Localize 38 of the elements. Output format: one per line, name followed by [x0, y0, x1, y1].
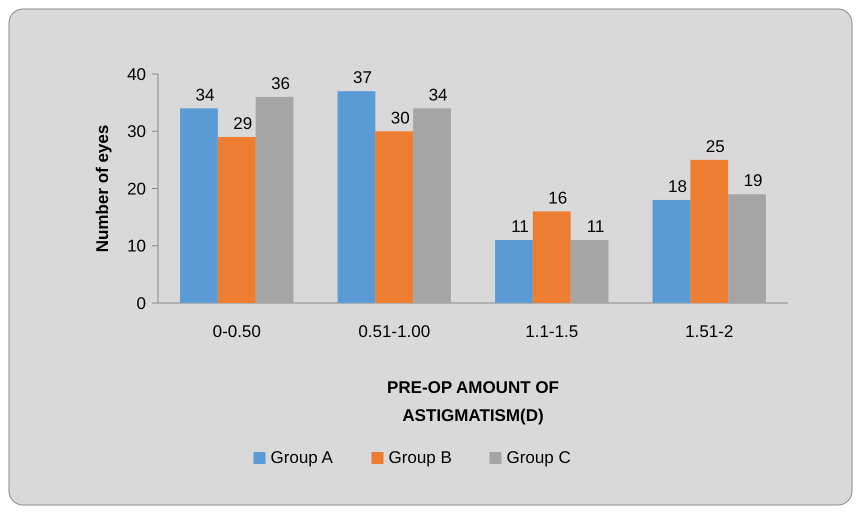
y-tick-label: 20 [127, 179, 146, 198]
bar [690, 160, 728, 303]
bar [728, 194, 766, 303]
data-label: 34 [428, 85, 448, 104]
y-tick-label: 0 [136, 294, 146, 313]
bar [180, 108, 218, 303]
data-label: 29 [233, 114, 252, 133]
bar [570, 240, 608, 303]
bar [413, 108, 451, 303]
bar [218, 136, 256, 303]
x-axis-title: PRE-OP AMOUNT OF ASTIGMATISM(D) [387, 378, 559, 425]
x-tick-label: 1.1-1.5 [525, 322, 578, 341]
data-label: 34 [195, 85, 214, 104]
y-axis-title: Number of eyes [93, 124, 112, 252]
x-tick-label: 1.51-2 [685, 322, 734, 341]
bar [652, 200, 690, 303]
bar [256, 96, 294, 303]
data-label: 30 [390, 108, 410, 128]
legend-label: Group C [506, 448, 571, 467]
data-label: 11 [586, 217, 604, 236]
data-label: 19 [744, 171, 763, 190]
legend-label: Group B [388, 448, 452, 467]
x-tick-label: 0-0.50 [212, 322, 261, 341]
bar [495, 240, 533, 303]
y-tick-label: 40 [127, 64, 146, 84]
data-label: 11 [511, 217, 529, 236]
x-tick-label: 0.51-1.00 [358, 322, 430, 341]
data-label: 18 [668, 176, 687, 196]
bar [532, 211, 571, 303]
data-label: 37 [352, 68, 372, 88]
bar [375, 131, 414, 303]
data-label: 16 [548, 188, 568, 208]
data-label: 36 [271, 74, 290, 93]
y-tick-label: 10 [127, 236, 146, 256]
bar [338, 91, 376, 303]
data-label: 25 [706, 136, 725, 156]
y-tick-label: 30 [127, 122, 146, 142]
legend-label: Group A [270, 448, 334, 467]
